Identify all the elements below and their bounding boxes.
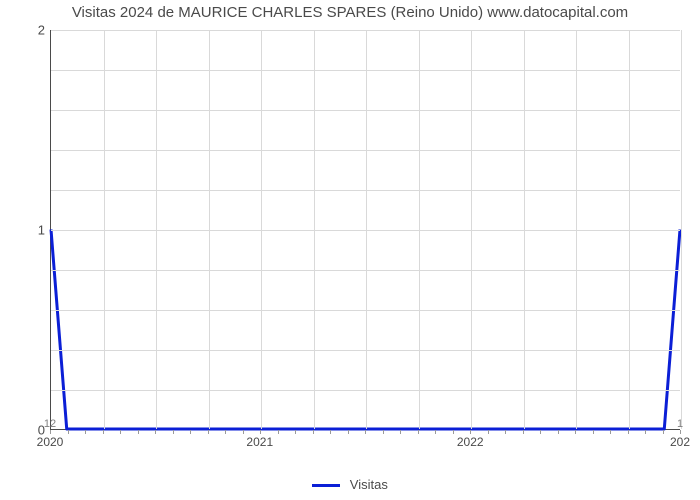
x-minor-tick bbox=[610, 430, 611, 434]
x-minor-tick bbox=[680, 430, 681, 434]
x-minor-tick bbox=[120, 430, 121, 434]
gridline-horizontal bbox=[51, 230, 680, 231]
x-minor-tick bbox=[278, 430, 279, 434]
gridline-horizontal-minor bbox=[51, 270, 680, 271]
gridline-horizontal-minor bbox=[51, 390, 680, 391]
x-minor-tick bbox=[365, 430, 366, 434]
x-minor-tick bbox=[575, 430, 576, 434]
x-tick-label: 2022 bbox=[457, 435, 484, 449]
x-minor-tick bbox=[243, 430, 244, 434]
x-minor-tick bbox=[505, 430, 506, 434]
x-upper-label: 12 bbox=[44, 418, 56, 430]
x-minor-tick bbox=[383, 430, 384, 434]
x-tick-label: 202 bbox=[670, 435, 690, 449]
x-minor-tick bbox=[523, 430, 524, 434]
x-minor-tick bbox=[225, 430, 226, 434]
gridline-horizontal-minor bbox=[51, 150, 680, 151]
x-minor-tick bbox=[208, 430, 209, 434]
x-minor-tick bbox=[50, 430, 51, 434]
x-minor-tick bbox=[173, 430, 174, 434]
x-minor-tick bbox=[558, 430, 559, 434]
gridline-vertical bbox=[681, 30, 682, 429]
x-minor-tick bbox=[330, 430, 331, 434]
gridline-horizontal-minor bbox=[51, 350, 680, 351]
x-minor-tick bbox=[663, 430, 664, 434]
x-minor-tick bbox=[103, 430, 104, 434]
x-minor-tick bbox=[488, 430, 489, 434]
x-minor-tick bbox=[155, 430, 156, 434]
y-tick-label: 1 bbox=[5, 223, 45, 238]
x-tick-label: 2021 bbox=[246, 435, 273, 449]
plot-area bbox=[50, 30, 680, 430]
legend: Visitas bbox=[0, 477, 700, 492]
x-minor-tick bbox=[260, 430, 261, 434]
chart-title: Visitas 2024 de MAURICE CHARLES SPARES (… bbox=[0, 4, 700, 21]
x-minor-tick bbox=[435, 430, 436, 434]
x-upper-label: 1 bbox=[677, 418, 683, 430]
x-minor-tick bbox=[85, 430, 86, 434]
x-minor-tick bbox=[138, 430, 139, 434]
gridline-horizontal-minor bbox=[51, 310, 680, 311]
x-minor-tick bbox=[68, 430, 69, 434]
x-minor-tick bbox=[313, 430, 314, 434]
legend-label: Visitas bbox=[350, 477, 388, 492]
gridline-horizontal-minor bbox=[51, 70, 680, 71]
chart-container: Visitas 2024 de MAURICE CHARLES SPARES (… bbox=[0, 0, 700, 500]
gridline-horizontal-minor bbox=[51, 110, 680, 111]
x-minor-tick bbox=[400, 430, 401, 434]
gridline-horizontal bbox=[51, 30, 680, 31]
x-minor-tick bbox=[470, 430, 471, 434]
x-minor-tick bbox=[540, 430, 541, 434]
x-minor-tick bbox=[295, 430, 296, 434]
x-minor-tick bbox=[593, 430, 594, 434]
y-tick-label: 2 bbox=[5, 23, 45, 38]
x-tick-label: 2020 bbox=[37, 435, 64, 449]
x-minor-tick bbox=[348, 430, 349, 434]
legend-swatch bbox=[312, 484, 340, 487]
x-minor-tick bbox=[453, 430, 454, 434]
x-minor-tick bbox=[628, 430, 629, 434]
gridline-horizontal-minor bbox=[51, 190, 680, 191]
x-minor-tick bbox=[645, 430, 646, 434]
x-minor-tick bbox=[190, 430, 191, 434]
x-minor-tick bbox=[418, 430, 419, 434]
